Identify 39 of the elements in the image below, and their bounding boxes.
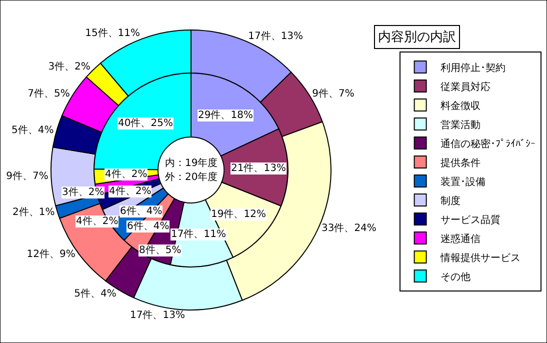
data-label: 5件、4% xyxy=(12,125,54,136)
data-label: 8件、5% xyxy=(139,245,182,256)
data-label: 6件、4% xyxy=(120,206,162,217)
data-label: 12件、9% xyxy=(26,249,76,260)
legend-label: 迷惑通信 xyxy=(440,232,480,245)
legend-label: 提供条件 xyxy=(440,156,480,169)
data-label: 7件、5% xyxy=(28,88,70,100)
legend-label: その他 xyxy=(440,270,470,283)
data-label: 3件、2% xyxy=(48,62,90,73)
legend-label: 料金徴収 xyxy=(440,100,480,112)
data-label: 2件、1% xyxy=(12,207,55,218)
text: 外：20年度 xyxy=(165,171,218,183)
data-label: 17件、13% xyxy=(130,310,185,321)
data-label: 33件、24% xyxy=(321,222,376,234)
data-label: 21件、13% xyxy=(231,163,286,174)
data-label: 19件、12% xyxy=(211,209,266,220)
data-label: 4件、2% xyxy=(105,169,148,180)
data-label: 40件、25% xyxy=(118,118,173,129)
legend-label: 利用停止･契約 xyxy=(440,62,506,74)
data-label: 4件、2% xyxy=(109,186,152,197)
text: 内：19年度 xyxy=(165,157,218,169)
legend-label: 通信の秘密･ﾌﾟﾗｲﾊﾞｼｰ xyxy=(440,138,536,150)
data-label: 5件、4% xyxy=(74,288,116,300)
data-label: 9件、7% xyxy=(6,171,48,182)
data-label: 15件、11% xyxy=(85,28,140,40)
data-label: 17件、11% xyxy=(171,229,226,240)
data-label: 17件、13% xyxy=(248,30,304,42)
legend-label: 制度 xyxy=(440,194,460,207)
legend-label: 装置･設備 xyxy=(440,176,486,188)
legend-label: サービス品質 xyxy=(440,214,500,226)
legend-label: 営業活動 xyxy=(440,118,480,131)
legend-label: 従業員対応 xyxy=(440,80,490,93)
legend-label: 情報提供サービス xyxy=(439,252,520,264)
chart-title: 内容別の内訳 xyxy=(378,29,456,45)
data-label: 29件、18% xyxy=(198,110,253,121)
data-label: 4件、2% xyxy=(76,216,118,227)
data-label: 6件、4% xyxy=(127,221,170,232)
data-label: 9件、7% xyxy=(312,88,354,100)
data-label: 3件、2% xyxy=(62,187,104,198)
